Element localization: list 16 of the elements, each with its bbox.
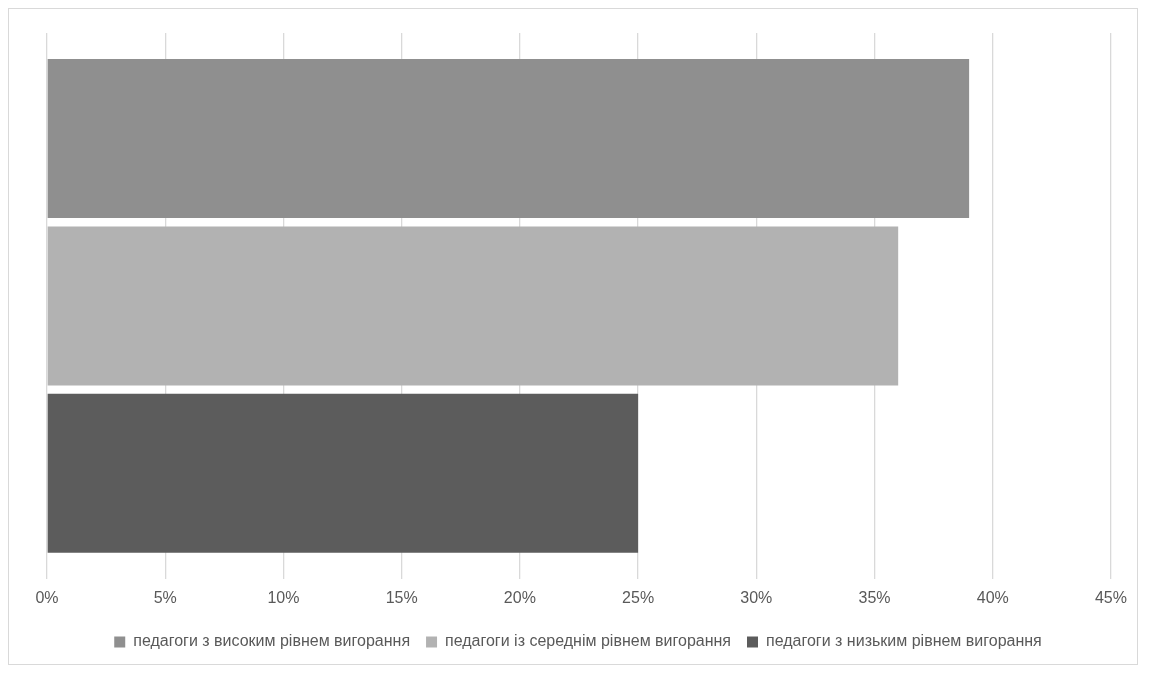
legend-label: педагоги з низьким рівнем вигорання (766, 632, 1042, 650)
bar (47, 59, 970, 219)
x-tick-label: 40% (976, 588, 1009, 606)
x-tick-label: 45% (1094, 588, 1127, 606)
x-tick-label: 35% (858, 588, 891, 606)
legend-label: педагоги із середнім рівнем вигорання (445, 632, 732, 650)
x-tick-label: 30% (740, 588, 773, 606)
legend-label: педагоги з високим рівнем вигорання (133, 632, 411, 650)
x-tick-label: 15% (385, 588, 418, 606)
x-tick-label: 5% (153, 588, 177, 606)
x-tick-label: 25% (622, 588, 655, 606)
bar (47, 393, 639, 553)
x-tick-label: 10% (267, 588, 300, 606)
x-tick-label: 0% (35, 588, 59, 606)
x-tick-label: 20% (503, 588, 536, 606)
bar (47, 226, 899, 386)
